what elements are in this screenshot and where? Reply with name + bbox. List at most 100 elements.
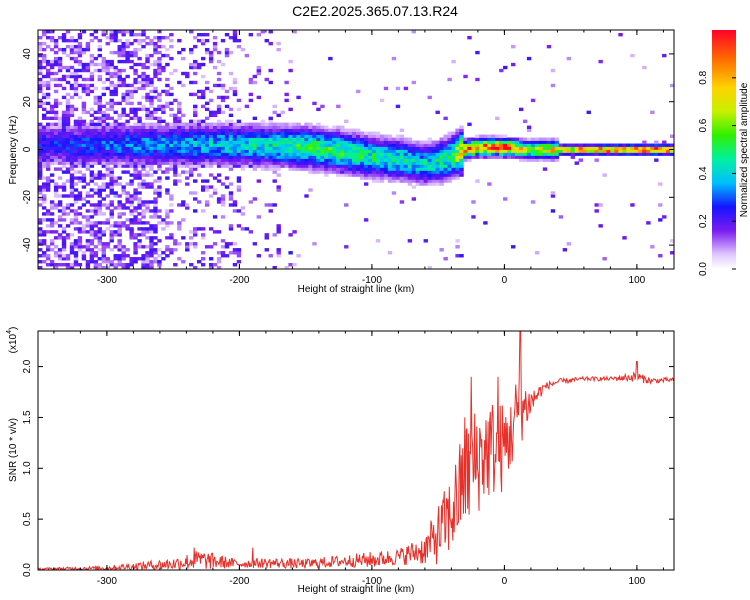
- heatmap-cell: [415, 182, 421, 186]
- heatmap-cell: [105, 116, 110, 121]
- heatmap-cell: [200, 263, 206, 267]
- heatmap-cell: [49, 71, 55, 76]
- heatmap-cell: [193, 209, 198, 213]
- heatmap-cell: [296, 167, 301, 171]
- heatmap-cell: [228, 143, 234, 147]
- heatmap-cell: [200, 137, 206, 141]
- heatmap-cell: [387, 140, 393, 144]
- heatmap-cell: [41, 230, 47, 234]
- heatmap-cell: [419, 146, 424, 150]
- heatmap-cell: [69, 95, 75, 100]
- heatmap-cell: [41, 158, 47, 162]
- heatmap-cell: [200, 188, 206, 192]
- heatmap-cell: [634, 143, 639, 147]
- heatmap-cell: [113, 35, 118, 40]
- heatmap-cell: [125, 92, 130, 97]
- heatmap-cell: [69, 131, 75, 135]
- heatmap-cell: [558, 149, 564, 153]
- heatmap-cell: [85, 77, 91, 82]
- heatmap-cell: [53, 59, 59, 64]
- heatmap-cell: [244, 155, 250, 159]
- heatmap-cell: [73, 83, 79, 88]
- heatmap-cell: [53, 182, 59, 186]
- heatmap-cell: [670, 146, 674, 150]
- heatmap-cell: [300, 149, 305, 153]
- heatmap-cell: [69, 263, 75, 267]
- heatmap-cell: [117, 233, 122, 237]
- heatmap-cell: [316, 170, 321, 174]
- heatmap-cell: [121, 68, 126, 73]
- heatmap-cell: [383, 155, 389, 159]
- heatmap-cell: [236, 143, 242, 147]
- heatmap-cell: [105, 194, 110, 198]
- heatmap-cell: [304, 143, 309, 147]
- heatmap-cell: [77, 44, 83, 49]
- heatmap-cell: [97, 74, 103, 79]
- heatmap-cell: [200, 227, 206, 231]
- heatmap-cell: [93, 143, 99, 147]
- heatmap-cell: [181, 155, 186, 159]
- heatmap-cell: [503, 140, 508, 144]
- heatmap-cell: [85, 47, 91, 52]
- heatmap-cell: [137, 47, 142, 52]
- heatmap-cell: [550, 152, 556, 156]
- heatmap-cell: [65, 149, 71, 153]
- heatmap-cell: [288, 146, 293, 150]
- heatmap-cell: [344, 158, 349, 162]
- heatmap-cell: [471, 149, 476, 153]
- heatmap-cell: [395, 140, 401, 144]
- spectrogram-heatmap: [38, 30, 674, 269]
- heatmap-cell: [109, 122, 114, 126]
- heatmap-cell: [165, 92, 170, 97]
- heatmap-cell: [459, 134, 464, 138]
- heatmap-cell: [177, 128, 182, 132]
- heatmap-cell: [455, 161, 460, 165]
- heatmap-cell: [328, 146, 333, 150]
- heatmap-cell: [173, 113, 178, 118]
- heatmap-cell: [93, 212, 99, 216]
- heatmap-cell: [379, 98, 385, 103]
- heatmap-cell: [558, 146, 564, 150]
- heatmap-cell: [53, 149, 59, 153]
- heatmap-cell: [447, 137, 452, 141]
- heatmap-cell: [125, 53, 130, 58]
- heatmap-cell: [117, 242, 122, 246]
- heatmap-cell: [81, 107, 87, 112]
- heatmap-cell: [328, 143, 333, 147]
- heatmap-cell: [101, 176, 106, 180]
- heatmap-cell: [224, 53, 230, 58]
- heatmap-cell: [53, 206, 59, 210]
- heatmap-cell: [268, 203, 273, 207]
- heatmap-cell: [141, 107, 146, 112]
- heatmap-cell: [89, 260, 95, 264]
- heatmap-cell: [105, 143, 110, 147]
- heatmap-cell: [137, 164, 142, 168]
- heatmap-cell: [443, 134, 448, 138]
- heatmap-cell: [193, 179, 198, 183]
- heatmap-cell: [109, 32, 114, 37]
- heatmap-cell: [157, 137, 162, 141]
- heatmap-cell: [109, 116, 114, 121]
- heatmap-cell: [352, 155, 357, 159]
- heatmap-cell: [149, 236, 154, 240]
- heatmap-cell: [292, 152, 297, 156]
- heatmap-cell: [193, 197, 198, 201]
- heatmap-cell: [216, 155, 222, 159]
- heatmap-cell: [69, 158, 75, 162]
- heatmap-cell: [153, 224, 158, 228]
- heatmap-cell: [117, 77, 122, 82]
- heatmap-cell: [57, 119, 63, 124]
- heatmap-cell: [276, 113, 281, 118]
- heatmap-cell: [574, 143, 580, 147]
- heatmap-cell: [61, 218, 67, 222]
- heatmap-cell: [387, 152, 393, 156]
- heatmap-cell: [316, 140, 321, 144]
- heatmap-cell: [598, 143, 603, 147]
- heatmap-cell: [141, 83, 146, 88]
- heatmap-cell: [73, 119, 79, 124]
- heatmap-cell: [89, 140, 95, 144]
- heatmap-cell: [204, 80, 210, 85]
- heatmap-cell: [85, 158, 91, 162]
- heatmap-cell: [105, 158, 110, 162]
- heatmap-cell: [165, 128, 170, 132]
